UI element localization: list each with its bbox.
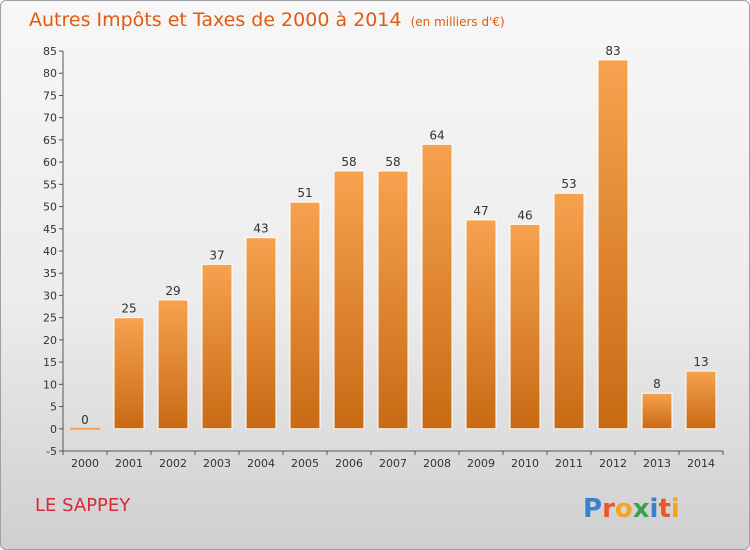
bar bbox=[157, 299, 189, 430]
x-tick-label: 2014 bbox=[687, 457, 715, 470]
bar-value-label: 8 bbox=[653, 377, 661, 391]
y-tick-label: 35 bbox=[43, 267, 57, 280]
bar-value-label: 0 bbox=[81, 413, 89, 427]
bar-value-label: 53 bbox=[561, 177, 576, 191]
x-tick-label: 2012 bbox=[599, 457, 627, 470]
x-tick-label: 2011 bbox=[555, 457, 583, 470]
bar bbox=[465, 219, 497, 430]
bar-value-label: 47 bbox=[473, 204, 488, 218]
x-tick-label: 2008 bbox=[423, 457, 451, 470]
y-tick-label: 10 bbox=[43, 378, 57, 391]
bar-value-label: 51 bbox=[297, 186, 312, 200]
x-tick-label: 2006 bbox=[335, 457, 363, 470]
y-tick-label: 75 bbox=[43, 89, 57, 102]
bar bbox=[685, 370, 717, 430]
x-tick-label: 2005 bbox=[291, 457, 319, 470]
y-tick-label: 80 bbox=[43, 67, 57, 80]
bar bbox=[70, 427, 100, 430]
y-tick-label: 15 bbox=[43, 356, 57, 369]
bar bbox=[509, 223, 541, 430]
x-tick-label: 2010 bbox=[511, 457, 539, 470]
y-tick-label: 70 bbox=[43, 112, 57, 125]
proxiti-logo: Proxiti bbox=[583, 494, 680, 524]
y-tick-label: 30 bbox=[43, 289, 57, 302]
bar-value-label: 46 bbox=[517, 208, 532, 222]
bar bbox=[641, 392, 673, 430]
y-tick-label: 60 bbox=[43, 156, 57, 169]
chart-title-main: Autres Impôts et Taxes de 2000 à 2014 bbox=[29, 9, 402, 31]
x-tick-label: 2001 bbox=[115, 457, 143, 470]
x-tick-label: 2003 bbox=[203, 457, 231, 470]
y-tick-label: 85 bbox=[43, 45, 57, 58]
chart-title: Autres Impôts et Taxes de 2000 à 2014 (e… bbox=[29, 9, 505, 31]
bar-value-label: 29 bbox=[165, 284, 180, 298]
svg-text:Proxiti: Proxiti bbox=[583, 494, 680, 524]
y-tick-label: 25 bbox=[43, 312, 57, 325]
bar-value-label: 83 bbox=[605, 44, 620, 58]
bar-value-label: 58 bbox=[341, 155, 356, 169]
x-tick-label: 2004 bbox=[247, 457, 275, 470]
bar bbox=[421, 143, 453, 430]
bar-value-label: 25 bbox=[121, 302, 136, 316]
y-tick-label: 50 bbox=[43, 201, 57, 214]
y-tick-label: 20 bbox=[43, 334, 57, 347]
y-tick-label: 5 bbox=[50, 401, 57, 414]
y-tick-label: -5 bbox=[46, 445, 57, 458]
x-tick-label: 2013 bbox=[643, 457, 671, 470]
bar bbox=[377, 170, 409, 430]
bar bbox=[333, 170, 365, 430]
bar bbox=[553, 192, 585, 430]
y-tick-label: 45 bbox=[43, 223, 57, 236]
bar-value-label: 64 bbox=[429, 128, 444, 142]
bar-value-label: 13 bbox=[693, 355, 708, 369]
x-tick-label: 2009 bbox=[467, 457, 495, 470]
bar bbox=[113, 317, 145, 430]
commune-name: LE SAPPEY bbox=[35, 495, 131, 516]
bar-value-label: 43 bbox=[253, 222, 268, 236]
bar bbox=[289, 201, 321, 430]
bar-value-label: 37 bbox=[209, 248, 224, 262]
bar bbox=[245, 237, 277, 430]
x-tick-label: 2002 bbox=[159, 457, 187, 470]
y-tick-label: 0 bbox=[50, 423, 57, 436]
y-tick-label: 55 bbox=[43, 178, 57, 191]
bar bbox=[201, 263, 233, 430]
y-tick-label: 40 bbox=[43, 245, 57, 258]
x-tick-label: 2000 bbox=[71, 457, 99, 470]
x-tick-label: 2007 bbox=[379, 457, 407, 470]
bar-value-label: 58 bbox=[385, 155, 400, 169]
chart-unit-note: (en milliers d'€) bbox=[410, 15, 505, 29]
y-tick-label: 65 bbox=[43, 134, 57, 147]
bar bbox=[597, 59, 629, 430]
